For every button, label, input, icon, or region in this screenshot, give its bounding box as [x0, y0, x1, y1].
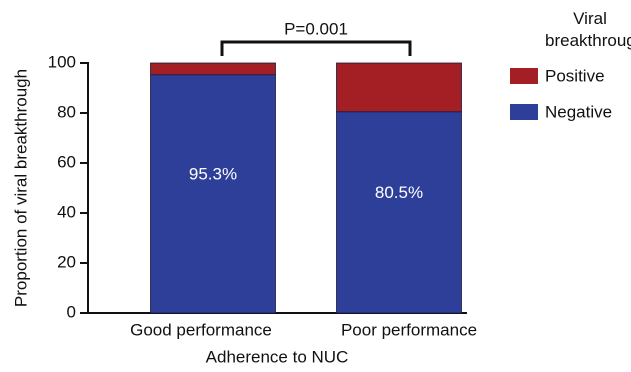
legend-title: Viral breakthrough [545, 9, 631, 50]
legend-label: Negative [545, 102, 612, 121]
y-tick-label: 100 [48, 52, 76, 71]
y-tick-label: 20 [57, 252, 76, 271]
annotation: P=0.001 [284, 19, 348, 38]
bar-segment [150, 74, 276, 314]
x-tick-label: Poor performance [341, 320, 477, 339]
legend-label: Positive [545, 66, 605, 85]
y-tick-label: 40 [57, 202, 76, 221]
x-tick-label: Good performance [130, 320, 272, 339]
data-label: 95.3% [189, 164, 237, 183]
y-tick-label: 60 [57, 152, 76, 171]
bar-segment [150, 62, 276, 76]
y-tick-label: 80 [57, 102, 76, 121]
legend-swatch [510, 104, 538, 120]
data-label: 80.5% [375, 183, 423, 202]
legend-swatch [510, 68, 538, 84]
x-axis-label: Adherence to NUC [206, 347, 349, 366]
bar-segment [336, 62, 462, 113]
significance-bracket [220, 40, 412, 56]
y-axis-label: Proportion of viral breakthrough [11, 69, 30, 307]
y-tick-label: 0 [67, 302, 76, 321]
bar-segment [336, 111, 462, 314]
